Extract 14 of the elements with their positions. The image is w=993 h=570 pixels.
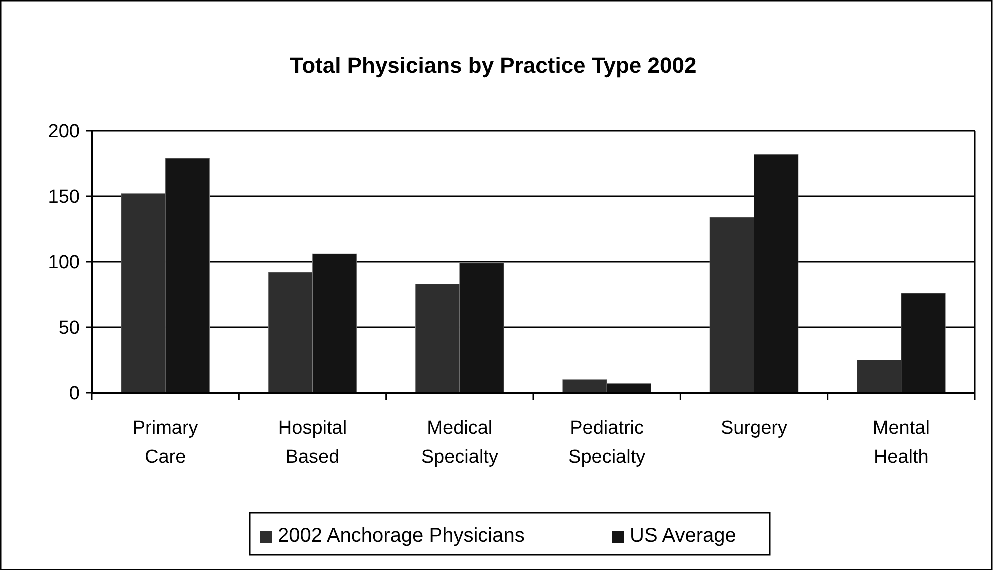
x-tick-label: Mental Health — [872, 418, 930, 468]
legend-label: US Average — [630, 525, 736, 547]
x-tick-label: Medical Specialty — [421, 418, 499, 468]
x-tick-label: Primary Care — [132, 418, 199, 468]
y-tick-label: 50 — [58, 318, 80, 340]
y-tick-label: 0 — [69, 384, 80, 405]
chart-title: Total Physicians by Practice Type 2002 — [290, 53, 697, 78]
y-tick-label: 200 — [48, 122, 80, 143]
x-tick-label: Pediatric Specialty — [568, 418, 646, 468]
x-tick-label: Surgery — [720, 418, 788, 439]
legend-label: 2002 Anchorage Physicians — [278, 525, 525, 547]
y-tick-label: 150 — [48, 187, 80, 208]
y-tick-label: 100 — [48, 252, 80, 274]
x-tick-label: Hospital Based — [278, 418, 348, 468]
